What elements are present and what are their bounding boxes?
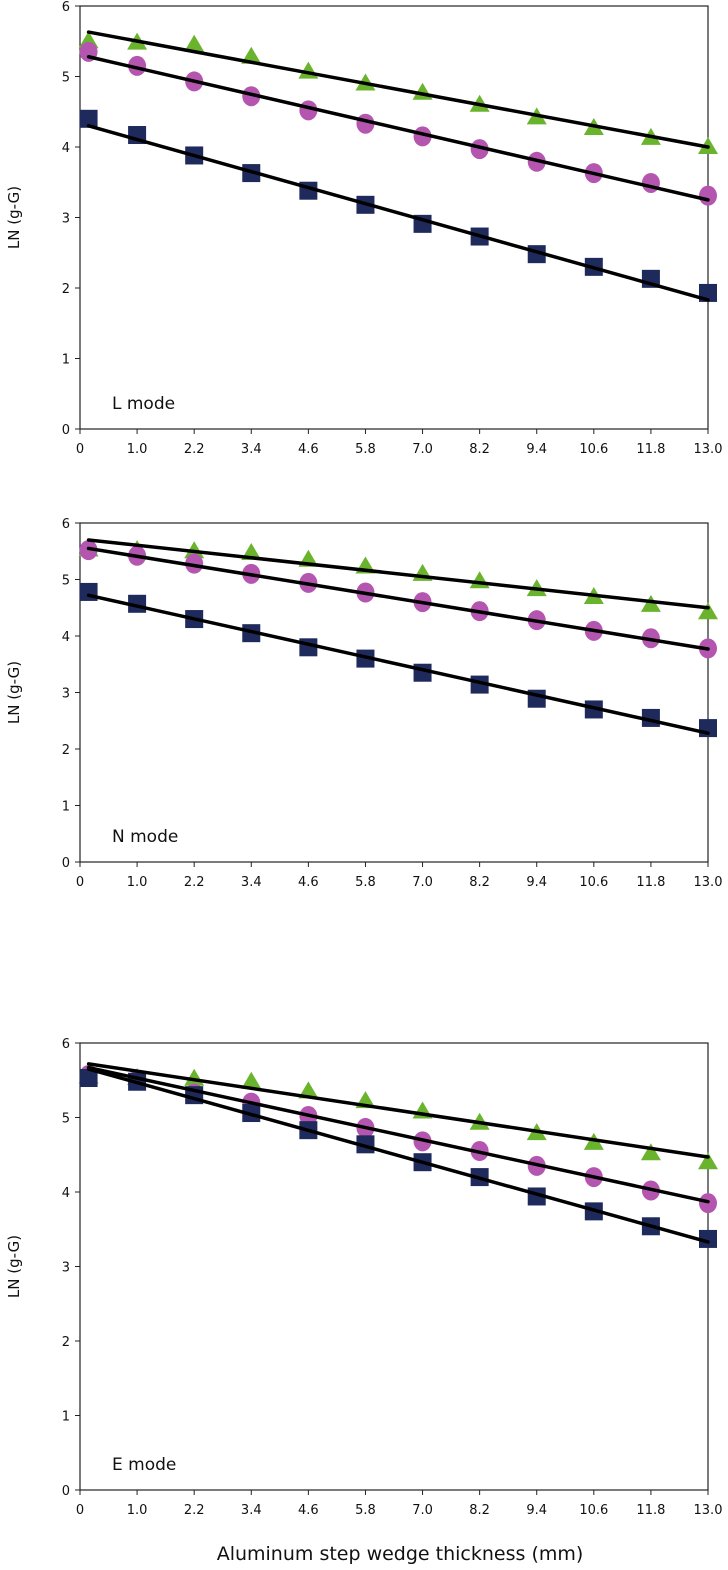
- x-tick-label: 11.8: [636, 1503, 665, 1518]
- x-tick-label: 5.8: [355, 875, 376, 890]
- x-tick-label: 9.4: [526, 442, 547, 457]
- y-tick-label: 3: [62, 212, 70, 227]
- y-tick-label: 1: [62, 800, 70, 815]
- y-tick-label: 2: [62, 743, 70, 758]
- y-tick-label: 6: [62, 0, 70, 15]
- y-axis-label: LN (g-G): [5, 661, 23, 724]
- y-tick-label: 2: [62, 1335, 70, 1350]
- mode-label: N mode: [112, 827, 178, 847]
- circle-trend-line: [86, 546, 710, 651]
- triangle-point: [298, 1081, 319, 1099]
- x-tick-label: 0: [76, 875, 84, 890]
- mode-label: L mode: [112, 394, 175, 414]
- triangle-point: [469, 571, 490, 589]
- x-tick-label: 9.4: [526, 875, 547, 890]
- circle-point: [128, 55, 147, 76]
- y-tick-label: 6: [62, 1037, 70, 1052]
- x-tick-label: 1.0: [127, 1503, 148, 1518]
- mode-label: E mode: [112, 1455, 176, 1475]
- x-tick-label: 13.0: [694, 442, 723, 457]
- y-axis-label: LN (g-G): [5, 1235, 23, 1298]
- y-tick-label: 6: [62, 517, 70, 532]
- triangle-point: [184, 34, 205, 52]
- x-tick-label: 8.2: [469, 1503, 490, 1518]
- x-tick-label: 10.6: [579, 1503, 608, 1518]
- y-tick-label: 1: [62, 353, 70, 368]
- y-tick-label: 5: [62, 574, 70, 589]
- plot-frame: [79, 5, 709, 430]
- x-tick-label: 13.0: [694, 875, 723, 890]
- x-tick-label: 13.0: [694, 1503, 723, 1518]
- x-tick-label: 4.6: [298, 442, 319, 457]
- square-trend-line: [86, 1067, 710, 1244]
- square-point: [79, 109, 98, 128]
- circle-point: [242, 86, 261, 107]
- square-point: [699, 1229, 717, 1248]
- circle-point: [641, 172, 660, 193]
- triangle-point: [241, 46, 262, 64]
- circle-trend-line: [86, 55, 710, 202]
- circle-point: [699, 185, 717, 206]
- y-tick-label: 0: [62, 1484, 70, 1499]
- x-tick-label: 0: [76, 442, 84, 457]
- x-tick-label: 7.0: [412, 875, 433, 890]
- triangle-point: [698, 1152, 718, 1170]
- x-tick-label: 11.8: [636, 875, 665, 890]
- x-tick-label: 11.8: [636, 442, 665, 457]
- x-tick-label: 7.0: [412, 442, 433, 457]
- y-tick-label: 3: [62, 1261, 70, 1276]
- y-tick-label: 4: [62, 141, 70, 156]
- triangle-point: [241, 1071, 262, 1089]
- x-tick-label: 0: [76, 1503, 84, 1518]
- y-axis-label: LN (g-G): [5, 186, 23, 249]
- square-trend-line: [86, 593, 710, 735]
- x-tick-label: 10.6: [579, 442, 608, 457]
- x-tick-label: 9.4: [526, 1503, 547, 1518]
- y-tick-label: 5: [62, 1112, 70, 1127]
- square-point: [79, 1069, 98, 1088]
- x-tick-label: 3.4: [241, 442, 262, 457]
- triangle-trend-line: [86, 538, 710, 610]
- y-tick-label: 5: [62, 71, 70, 86]
- panel-n-mode: 0 1 2 3 4 5 6 0 1.0 2.2 3.4 4.6 5.8 7.0 8.2 9.4 10.6 11.8…: [5, 517, 722, 890]
- x-tick-label: 3.4: [241, 1503, 262, 1518]
- panel-e-mode: 0 1 2 3 4 5 6 0 1.0 2.2 3.4 4.6 5.8 7.0 8.2 9.4 10.6 11.8…: [5, 1037, 722, 1518]
- x-tick-label: 4.6: [298, 875, 319, 890]
- triangle-point: [698, 602, 718, 620]
- x-tick-label: 4.6: [298, 1503, 319, 1518]
- x-tick-label: 5.8: [355, 1503, 376, 1518]
- y-tick-label: 2: [62, 282, 70, 297]
- circle-point: [470, 139, 489, 160]
- x-tick-label: 10.6: [579, 875, 608, 890]
- y-tick-label: 0: [62, 856, 70, 871]
- circle-point: [185, 553, 204, 574]
- x-tick-label: 1.0: [127, 442, 148, 457]
- x-tick-label: 7.0: [412, 1503, 433, 1518]
- x-tick-label: 3.4: [241, 875, 262, 890]
- triangle-point: [640, 594, 661, 612]
- triangle-point: [640, 1143, 661, 1161]
- panel-l-mode: 0 1 2 3 4 5 6 0 1.0 2.2 3.4 4.6 5.8 7.0 8.2 9.4 10.6 11.8…: [5, 0, 722, 457]
- y-tick-label: 4: [62, 630, 70, 645]
- x-tick-label: 2.2: [184, 1503, 205, 1518]
- y-tick-label: 3: [62, 687, 70, 702]
- x-tick-label: 1.0: [127, 875, 148, 890]
- y-tick-label: 1: [62, 1410, 70, 1425]
- x-axis-label: Aluminum step wedge thickness (mm): [217, 1543, 584, 1565]
- x-tick-label: 8.2: [469, 875, 490, 890]
- triangle-trend-line: [86, 30, 710, 149]
- y-tick-label: 4: [62, 1186, 70, 1201]
- circle-trend-line: [86, 1065, 710, 1204]
- x-tick-label: 5.8: [355, 442, 376, 457]
- x-tick-label: 2.2: [184, 442, 205, 457]
- y-tick-label: 0: [62, 423, 70, 438]
- square-trend-line: [86, 124, 710, 302]
- x-tick-label: 8.2: [469, 442, 490, 457]
- triangle-trend-line: [86, 1062, 710, 1159]
- x-tick-label: 2.2: [184, 875, 205, 890]
